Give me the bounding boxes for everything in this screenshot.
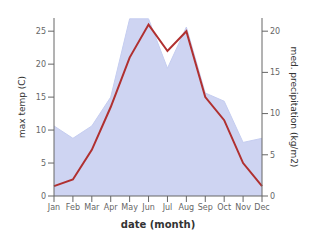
svg-text:Nov: Nov [235, 203, 251, 212]
svg-text:10: 10 [36, 126, 46, 135]
svg-text:May: May [121, 203, 138, 212]
svg-text:Feb: Feb [66, 203, 80, 212]
svg-text:Mar: Mar [84, 203, 100, 212]
svg-text:5: 5 [270, 151, 275, 160]
svg-text:med. precipitation (kg/m2): med. precipitation (kg/m2) [289, 47, 299, 168]
svg-text:0: 0 [41, 192, 46, 201]
svg-text:Apr: Apr [104, 203, 119, 212]
svg-text:Dec: Dec [254, 203, 269, 212]
svg-text:10: 10 [270, 109, 280, 118]
svg-text:0: 0 [270, 192, 275, 201]
svg-text:20: 20 [36, 60, 46, 69]
svg-text:Jan: Jan [47, 203, 60, 212]
svg-text:Sep: Sep [198, 203, 213, 212]
svg-text:15: 15 [270, 68, 280, 77]
svg-text:25: 25 [36, 27, 46, 36]
svg-text:5: 5 [41, 159, 46, 168]
svg-text:Oct: Oct [217, 203, 231, 212]
svg-text:date (month): date (month) [121, 219, 195, 230]
svg-text:Aug: Aug [179, 203, 195, 212]
svg-text:Jun: Jun [141, 203, 155, 212]
svg-text:max temp (C): max temp (C) [17, 76, 27, 138]
svg-text:Jul: Jul [162, 203, 173, 212]
svg-text:20: 20 [270, 27, 280, 36]
svg-text:15: 15 [36, 93, 46, 102]
